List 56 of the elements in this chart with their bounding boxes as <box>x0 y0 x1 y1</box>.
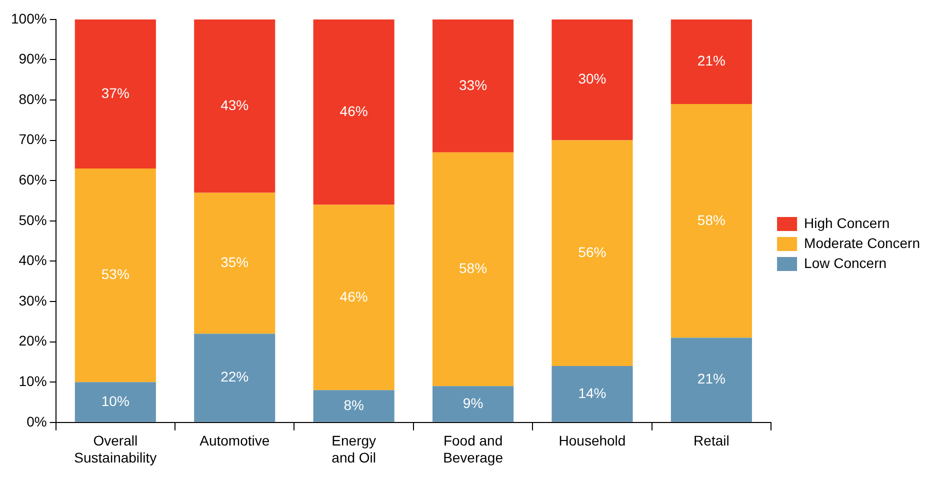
data-label: 14% <box>578 384 606 401</box>
data-label: 30% <box>578 70 606 87</box>
data-label: 10% <box>101 392 130 409</box>
data-label: 33% <box>459 76 488 93</box>
legend-label: High Concern <box>804 214 890 231</box>
bar <box>432 19 514 152</box>
bar <box>74 382 156 422</box>
bar <box>313 204 394 390</box>
bar <box>194 334 276 422</box>
bar <box>552 140 633 366</box>
y-tick-label: 0% <box>26 413 47 430</box>
data-label: 46% <box>340 288 368 304</box>
y-tick-label: 100% <box>10 10 47 26</box>
y-tick-label: 30% <box>18 292 47 308</box>
data-label: 46% <box>340 102 368 119</box>
y-tick-label: 40% <box>18 252 47 268</box>
bar <box>552 19 633 140</box>
x-tick-label: Overall Sustainability <box>74 432 157 466</box>
data-label: 58% <box>697 212 726 228</box>
y-tick-label: 60% <box>18 171 47 188</box>
y-tick-label: 70% <box>18 131 47 148</box>
y-tick-label: 80% <box>18 90 47 107</box>
y-tick-label: 90% <box>18 50 47 67</box>
legend-label: Low Concern <box>804 254 887 271</box>
x-tick-label: Food and Beverage <box>443 432 504 466</box>
x-tick-label: Energy and Oil <box>332 432 376 466</box>
bar <box>670 104 752 338</box>
y-tick-label: 20% <box>18 332 47 349</box>
data-label: 21% <box>697 370 726 387</box>
y-tick-label: 10% <box>18 372 47 389</box>
bar <box>194 19 276 193</box>
bar <box>670 338 752 422</box>
data-label: 9% <box>462 394 484 411</box>
bar <box>670 19 752 104</box>
bar <box>74 19 156 169</box>
bar <box>194 192 276 334</box>
bar <box>313 390 394 422</box>
bar <box>432 386 514 422</box>
y-tick-label: 50% <box>18 212 47 228</box>
data-label: 53% <box>101 266 130 282</box>
bar <box>74 168 156 382</box>
data-label: 37% <box>101 84 130 101</box>
data-label: 35% <box>220 254 249 270</box>
bar <box>552 366 633 422</box>
data-label: 22% <box>220 368 249 385</box>
data-label: 56% <box>578 244 606 260</box>
x-tick-label: Automotive <box>200 432 270 449</box>
legend-label: Moderate Concern <box>804 234 920 251</box>
bar <box>313 19 394 205</box>
data-label: 43% <box>220 96 249 113</box>
x-tick-label: Retail <box>694 432 730 449</box>
x-tick-label: Household <box>558 432 626 449</box>
data-label: 8% <box>344 396 364 413</box>
bar <box>432 152 514 386</box>
data-label: 58% <box>459 260 488 276</box>
data-label: 21% <box>697 52 726 69</box>
